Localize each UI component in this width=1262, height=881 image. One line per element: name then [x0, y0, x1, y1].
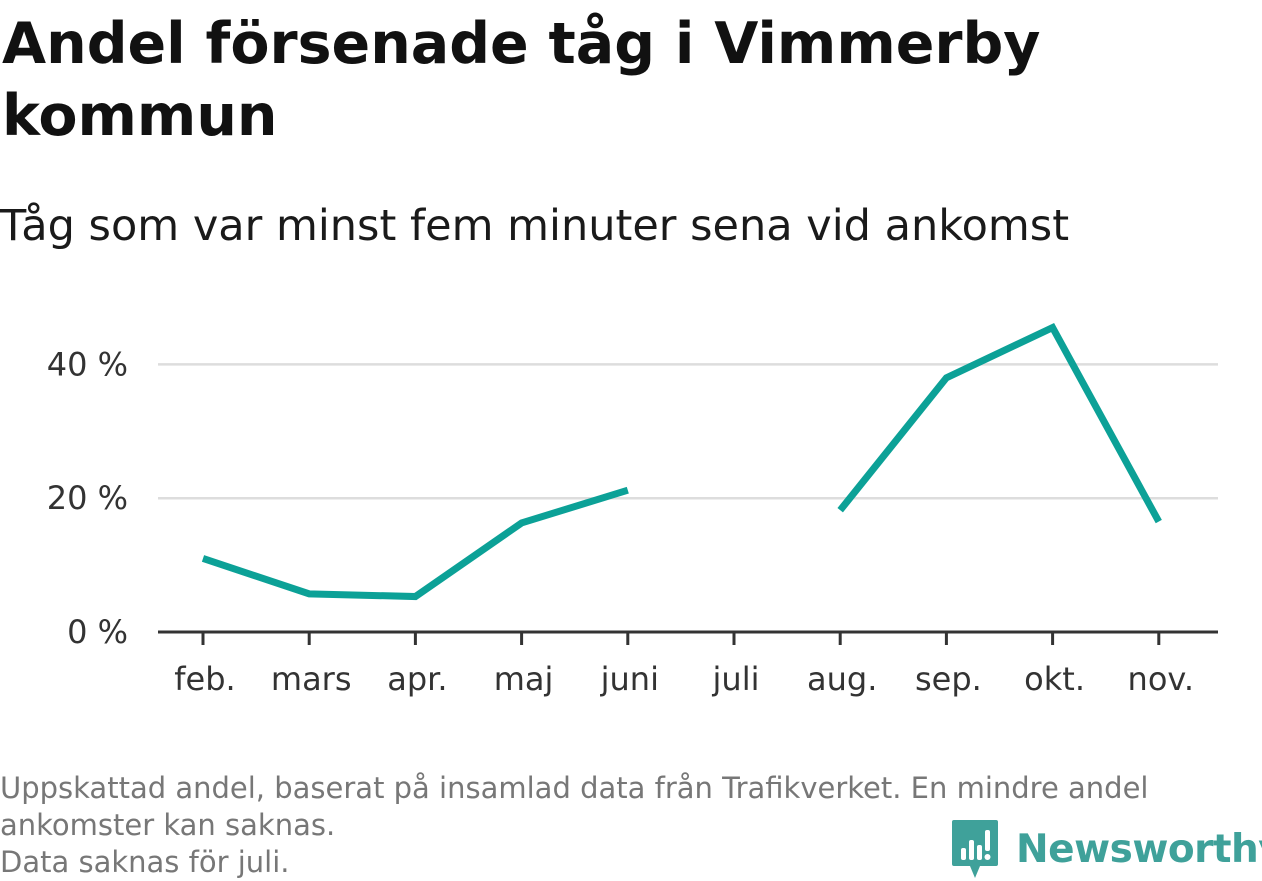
newsworthy-logo: Newsworthy	[950, 817, 1262, 881]
y-tick-label: 40 %	[47, 345, 128, 383]
gridlines	[158, 363, 1218, 500]
x-tick-label: aug.	[807, 660, 877, 698]
footnote-line-3: Data saknas för juli.	[0, 845, 290, 879]
x-axis	[158, 630, 1218, 645]
series-line-segment	[201, 486, 629, 601]
series-line-segment	[837, 323, 1162, 524]
chart-subtitle: Tåg som var minst fem minuter sena vid a…	[0, 201, 1070, 251]
x-tick-label: nov.	[1128, 660, 1194, 698]
footnote-line-1: Uppskattad andel, baserat på insamlad da…	[0, 771, 1149, 805]
brand-name: Newsworthy	[1016, 826, 1262, 872]
y-tick-labels: 0 % 20 % 40 %	[47, 345, 128, 651]
x-tick-label: sep.	[915, 660, 982, 698]
x-tick-label: juli	[712, 660, 760, 698]
chart-title: Andel försenade tåg i Vimmerby kommun	[2, 11, 1041, 149]
newsworthy-logo-icon	[952, 820, 998, 878]
x-tick-label: mars	[271, 660, 352, 698]
series-lines	[201, 323, 1162, 601]
y-tick-label: 0 %	[67, 613, 128, 651]
line-chart: 0 % 20 % 40 % feb. mars apr. maj juni juli aug. s…	[47, 323, 1218, 698]
y-tick-label: 20 %	[47, 479, 128, 517]
x-tick-labels: feb. mars apr. maj juni juli aug. sep. okt. nov.	[174, 660, 1194, 698]
x-tick-label: okt.	[1024, 660, 1085, 698]
x-tick-label: juni	[600, 660, 659, 698]
x-tick-label: apr.	[387, 660, 447, 698]
x-tick-label: feb.	[174, 660, 235, 698]
footnote-line-2: ankomster kan saknas.	[0, 808, 336, 842]
x-tick-label: maj	[494, 660, 554, 698]
footnote: Uppskattad andel, baserat på insamlad da…	[0, 770, 1250, 881]
